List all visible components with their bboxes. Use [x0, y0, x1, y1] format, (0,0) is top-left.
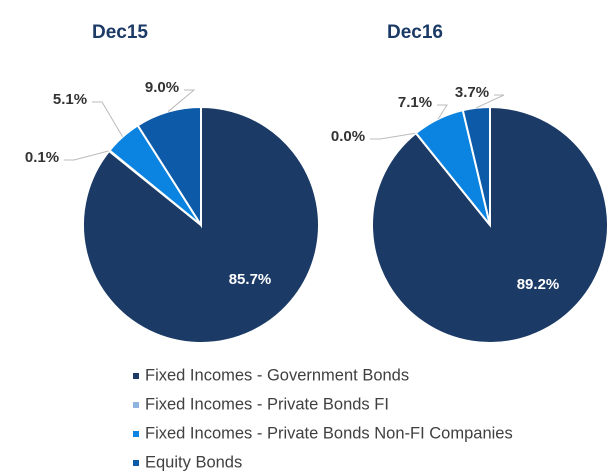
data-label: 0.1%	[25, 149, 59, 166]
legend-label: Fixed Incomes - Government Bonds	[145, 366, 409, 384]
legend-swatch	[133, 402, 139, 408]
leader-line	[437, 104, 448, 120]
data-label: 0.0%	[331, 128, 365, 145]
leader-line	[64, 150, 110, 161]
data-label: 3.7%	[455, 84, 489, 101]
data-label: 7.1%	[398, 94, 432, 111]
legend-label: Fixed Incomes - Private Bonds FI	[145, 395, 389, 413]
data-label: 9.0%	[145, 79, 179, 96]
legend-swatch	[133, 373, 139, 379]
chart-title: Dec15	[92, 22, 148, 43]
chart-title: Dec16	[387, 22, 443, 43]
legend-swatch	[133, 460, 139, 466]
legend-label: Fixed Incomes - Private Bonds Non-FI Com…	[145, 424, 513, 442]
pie-slice	[82, 105, 320, 344]
leader-line	[92, 101, 124, 138]
data-label: 5.1%	[53, 91, 87, 108]
leader-line	[476, 94, 505, 109]
data-label: 89.2%	[517, 276, 560, 293]
leader-line	[370, 132, 417, 140]
pie-slice	[371, 105, 609, 344]
leader-line	[167, 89, 196, 113]
legend-label: Equity Bonds	[145, 453, 242, 471]
legend-swatch	[133, 431, 139, 437]
data-label: 85.7%	[229, 271, 272, 288]
